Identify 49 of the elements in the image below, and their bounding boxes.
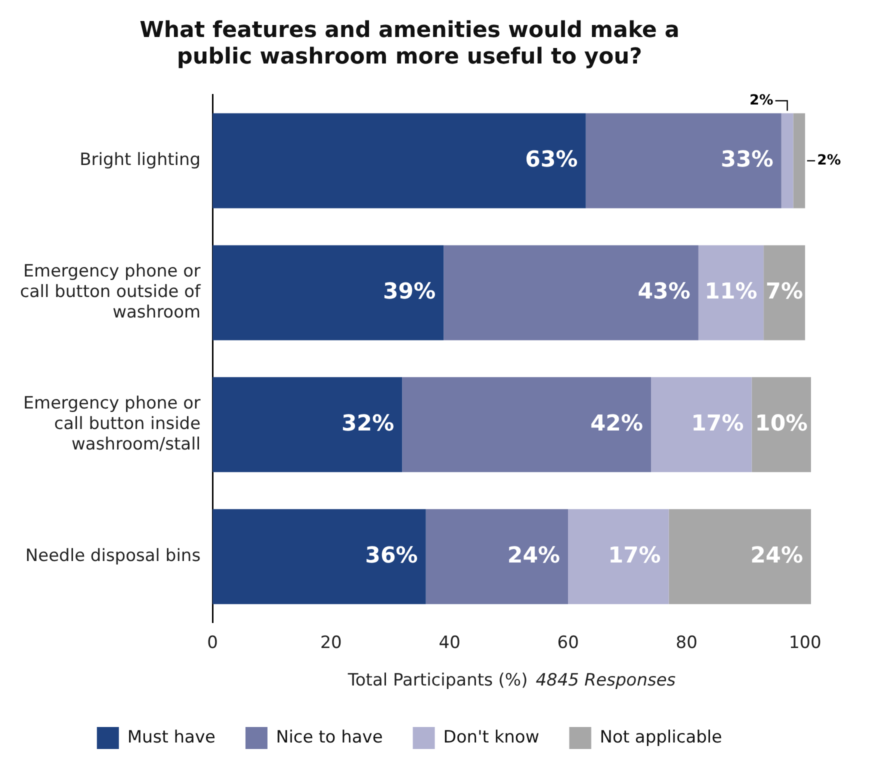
data-label: 24% bbox=[507, 543, 560, 568]
bar bbox=[568, 509, 669, 604]
bar bbox=[651, 377, 752, 472]
data-label: 7% bbox=[766, 279, 804, 304]
data-label: 17% bbox=[691, 411, 744, 436]
bar bbox=[752, 377, 811, 472]
legend-label: Don't know bbox=[443, 727, 540, 748]
chart-title: What features and amenities would make a public washroom more useful to you? bbox=[140, 18, 680, 70]
bar bbox=[781, 113, 794, 208]
data-label: 33% bbox=[720, 147, 774, 172]
bar bbox=[212, 113, 586, 208]
text: 4845 Responses bbox=[536, 670, 676, 690]
data-label: 11% bbox=[704, 279, 758, 304]
y-tick-label: Emergency phone or call button inside washroom/stall bbox=[23, 394, 201, 454]
data-label: 36% bbox=[365, 543, 418, 568]
x-tick-label: 60 bbox=[557, 633, 579, 654]
y-tick-label: Bright lighting bbox=[80, 150, 201, 170]
data-label: 43% bbox=[638, 279, 690, 304]
legend-label: Nice to have bbox=[276, 727, 383, 748]
bar bbox=[212, 377, 402, 472]
x-axis-title: Total Participants (%) bbox=[346, 670, 528, 690]
data-label: 17% bbox=[608, 543, 661, 568]
data-label: 2% bbox=[817, 152, 841, 168]
data-label: 2% bbox=[750, 92, 774, 108]
data-label: 10% bbox=[755, 411, 808, 436]
bar bbox=[668, 509, 811, 604]
x-tick-label: 0 bbox=[207, 633, 218, 654]
bar bbox=[212, 245, 444, 340]
data-label: 32% bbox=[341, 411, 394, 436]
bar bbox=[764, 245, 806, 340]
bar bbox=[444, 245, 698, 340]
data-label: 24% bbox=[750, 543, 803, 568]
bar bbox=[402, 377, 652, 472]
data-label: 39% bbox=[382, 279, 436, 304]
bar bbox=[212, 509, 426, 604]
x-tick-label: 20 bbox=[320, 633, 342, 654]
bar bbox=[793, 113, 806, 208]
y-tick-label: Needle disposal bins bbox=[25, 546, 201, 566]
data-label: 63% bbox=[525, 147, 578, 172]
bar bbox=[586, 113, 782, 208]
x-tick-label: 40 bbox=[438, 633, 460, 654]
x-tick-label: 80 bbox=[676, 633, 698, 654]
legend-label: Not applicable bbox=[600, 727, 722, 748]
y-tick-label: Emergency phone or call button outside of washroom bbox=[20, 262, 202, 323]
legend-label: Must have bbox=[127, 727, 216, 748]
data-label: 42% bbox=[590, 411, 644, 436]
bar bbox=[426, 509, 568, 604]
x-tick-label: 100 bbox=[788, 633, 822, 654]
bar bbox=[698, 245, 764, 340]
